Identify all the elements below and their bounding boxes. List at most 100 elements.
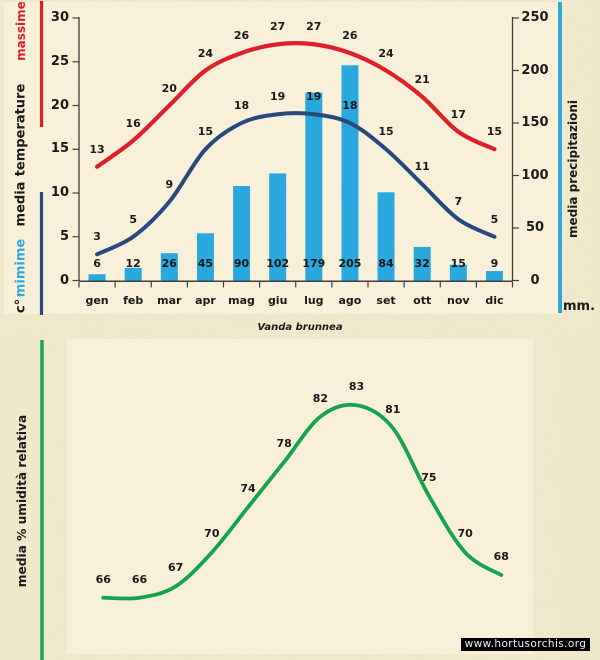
temperature-tick-label: 20 [50,97,69,113]
mimime-value-label: 15 [378,125,394,139]
mimime-value-label: 11 [414,160,430,174]
precipitation-bar [341,65,359,281]
mimime-value-label: 18 [342,99,358,112]
precipitation-value-label: 179 [302,257,326,270]
massime-curve [94,41,497,169]
humidity-value-label: 66 [131,572,148,586]
mimime-value-label: 18 [233,99,250,112]
massime-value-label: 26 [233,29,250,42]
precipitation-value-label: 9 [490,257,499,270]
mimime-value-label: 15 [197,125,214,139]
humidity-value-label: 68 [493,550,509,564]
humidity-value-label: 70 [204,527,220,541]
humidity-value-label: 67 [168,561,184,575]
massime-value-label: 21 [414,72,430,86]
precipitation-bar [160,253,178,281]
precipitation-tick-label: 150 [521,115,549,130]
humidity-value-label: 75 [421,470,437,484]
precipitation-bar [233,186,251,281]
precipitation-value-label: 12 [125,257,141,270]
precipitation-value-label: 26 [161,257,177,270]
massime-value-label: 15 [486,125,503,139]
mimime-value-label: 5 [490,212,499,226]
massime-value-label: 16 [125,116,141,130]
precipitation-value-label: 90 [233,257,250,270]
precipitation-bar [485,271,503,281]
month-label: apr [195,294,216,307]
temperature-tick-label: 0 [59,272,69,288]
mimime-curve [95,111,497,257]
temperature-axis-word: c° [13,298,29,314]
precipitation-value-label: 15 [450,257,466,270]
watermark: www.hortusorchis.org [461,638,590,651]
precipitation-value-label: 45 [197,257,214,270]
precipitation-value-label: 102 [266,257,290,270]
humidity-value-label: 83 [348,380,365,394]
humidity-axis-title: media % umidità relativa [15,414,29,588]
precipitation-tick-label: 200 [521,62,549,78]
mimime-value-label: 9 [165,177,174,191]
month-label: mar [157,294,182,307]
top-chart-area-bg [4,2,558,314]
mimime-value-label: 19 [270,90,286,104]
temperature-tick-label: 25 [50,53,69,69]
temperature-tick-label: 15 [50,141,69,157]
precipitation-bar [377,192,395,281]
precipitation-bar [413,246,431,281]
bottom-plot-area-bg [67,339,533,654]
precipitation-tick-label: 100 [521,167,549,183]
humidity-value-label: 82 [312,391,329,405]
temperature-tick-label: 5 [59,228,69,244]
massime-value-label: 27 [270,20,286,34]
precipitation-bar [305,92,323,281]
month-label: ago [338,294,362,307]
precipitation-value-label: 205 [338,257,362,270]
temperature-axis-word: mimime [13,238,29,297]
precipitation-tick-label: 250 [521,10,549,25]
figure-title: Vanda brunnea [257,322,343,333]
precipitation-value-label: 6 [93,257,101,270]
massime-value-label: 27 [306,20,322,34]
massime-value-label: 24 [197,46,214,60]
precipitation-axis-title: media precipitazioni [566,99,580,238]
precipitation-tick-label: 0 [530,272,540,288]
month-label: giu [267,294,288,307]
temperature-tick-label: 10 [50,185,69,200]
temperature-axis-word: media [13,181,29,226]
month-label: set [376,294,396,307]
massime-value-label: 17 [450,107,466,121]
precipitation-tick-label: 50 [525,220,545,235]
mimime-value-label: 19 [306,90,322,104]
humidity-value-label: 70 [457,527,473,541]
temperature-tick-label: 30 [50,10,69,25]
temperature-axis-word: massime [14,1,28,61]
humidity-value-label: 74 [240,482,256,496]
precipitation-value-label: 84 [378,257,394,270]
mimime-value-label: 5 [129,212,138,226]
precipitation-bar [449,264,467,281]
precipitation-bar [88,274,106,281]
massime-value-label: 26 [342,29,358,42]
temperature-axis-word: temperature [13,83,29,177]
month-label: gen [85,294,109,307]
precipitation-bar [269,173,287,281]
month-label: dic [485,294,504,307]
precipitation-value-label: 32 [414,257,430,270]
humidity-value-label: 66 [95,572,111,586]
massime-value-label: 24 [378,46,394,60]
humidity-value-label: 78 [276,436,292,450]
mimime-value-label: 7 [454,195,463,209]
humidity-curve [101,402,504,601]
month-label: nov [447,294,470,307]
precipitation-bar [196,233,214,281]
massime-value-label: 13 [89,142,105,156]
month-label: ott [413,294,432,307]
massime-value-label: 20 [161,81,177,95]
month-label: mag [228,294,255,307]
month-label: feb [123,294,144,307]
mimime-value-label: 3 [93,230,101,244]
humidity-value-label: 81 [385,402,401,416]
